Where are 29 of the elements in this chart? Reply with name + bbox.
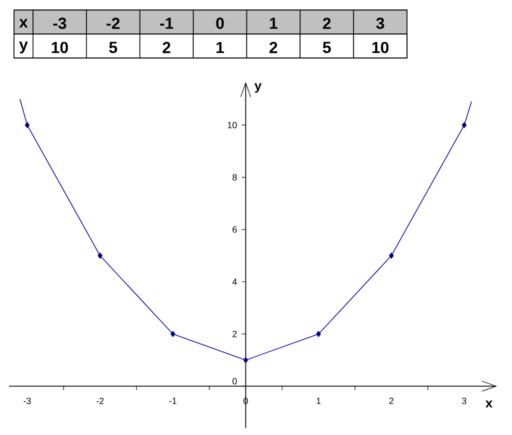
y-tick-label: 2 (232, 330, 237, 338)
x-tick-label: 1 (316, 398, 321, 404)
y-tick-label: 0 (232, 378, 237, 384)
data-label: 10 (52, 42, 68, 54)
y-tick-label: 8 (232, 174, 237, 180)
x-tick-label: 2 (322, 18, 331, 29)
x-tick-label: -1 (169, 398, 176, 404)
data-label: 10 (372, 42, 389, 54)
data-label: 2 (162, 42, 170, 54)
x-tick-label: 3 (462, 398, 466, 404)
x-axis-title: x (485, 400, 493, 408)
x-tick-label: 0 (216, 18, 224, 29)
y-tick-label: 6 (232, 226, 237, 233)
x-tick-label: -1 (160, 18, 174, 29)
x-tick-label: 3 (376, 18, 384, 29)
y-tick-label: 4 (232, 278, 237, 285)
data-label: 2 (270, 42, 278, 54)
data-label: 5 (109, 42, 118, 54)
x-tick-label: -3 (53, 18, 66, 29)
x-tick-label: -2 (96, 398, 104, 404)
data-label: 1 (216, 42, 224, 53)
x-axis-title: x (19, 19, 28, 28)
x-tick-label: 2 (389, 398, 394, 404)
x-tick-label: -2 (106, 18, 120, 29)
y-axis-title: y (254, 83, 262, 93)
y-tick-label: 10 (228, 122, 237, 128)
x-tick-label: 1 (270, 18, 278, 29)
data-label: 5 (322, 42, 331, 54)
x-tick-label: -3 (24, 398, 31, 404)
